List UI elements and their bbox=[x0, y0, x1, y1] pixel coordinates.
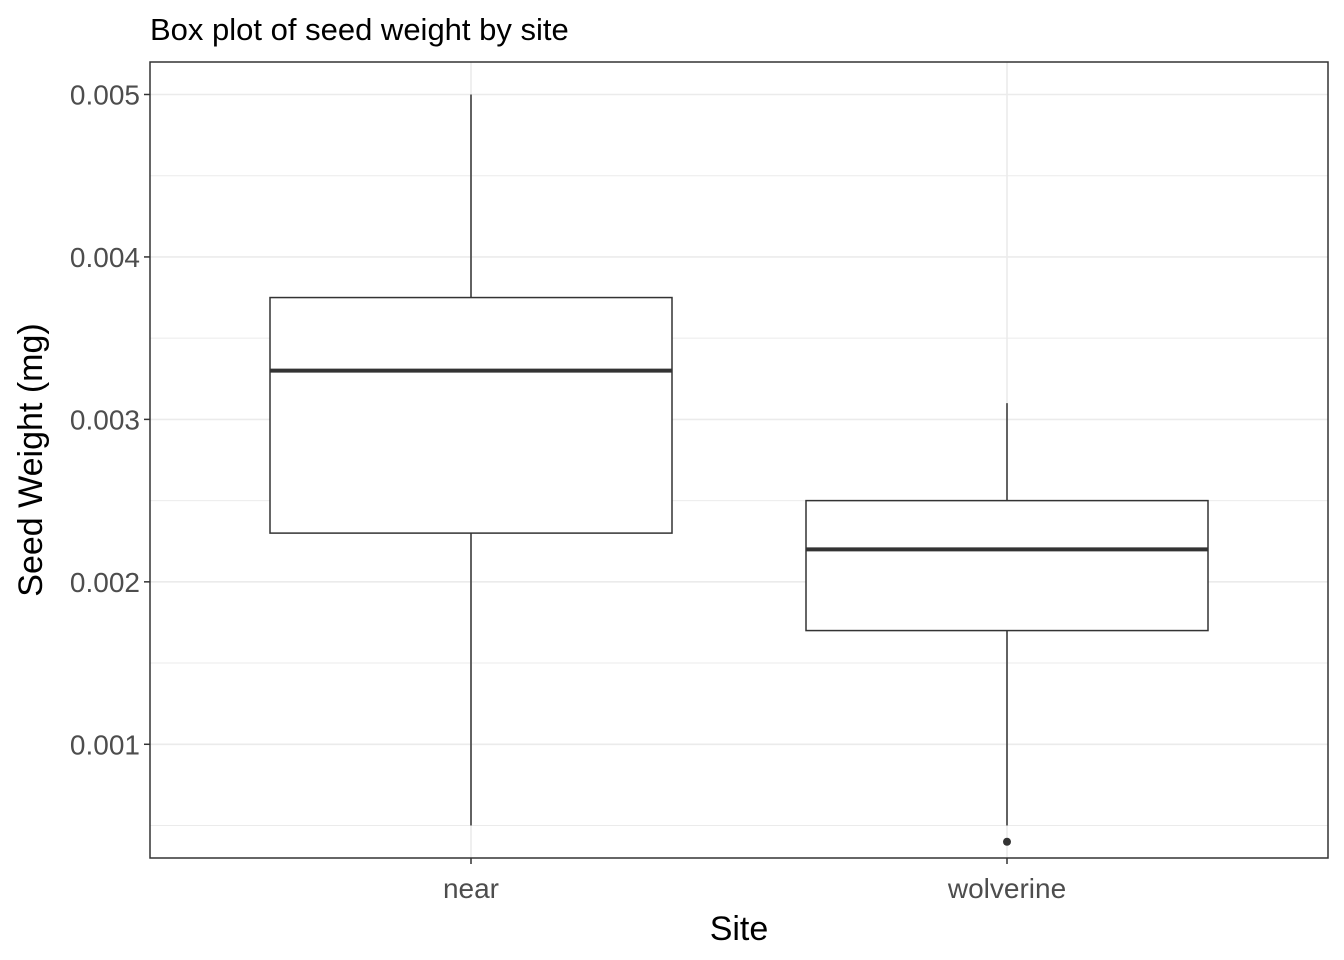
box-iqr bbox=[805, 499, 1209, 632]
panel-border bbox=[149, 61, 1329, 859]
x-axis-title: Site bbox=[710, 910, 769, 948]
box-wolverine bbox=[805, 403, 1209, 846]
box-iqr bbox=[269, 296, 673, 534]
y-axis-title: Seed Weight (mg) bbox=[12, 323, 50, 596]
y-tick-label: 0.001 bbox=[70, 729, 140, 760]
y-tick-label: 0.003 bbox=[70, 404, 140, 435]
x-axis: near wolverine bbox=[443, 858, 1066, 904]
outlier-point bbox=[1003, 837, 1011, 846]
y-tick-label: 0.004 bbox=[70, 242, 140, 273]
y-axis: 0.001 0.002 0.003 0.004 0.005 bbox=[70, 79, 150, 760]
boxes-layer bbox=[269, 94, 1209, 846]
y-tick-label: 0.002 bbox=[70, 567, 140, 598]
y-tick-label: 0.005 bbox=[70, 79, 140, 110]
box-near bbox=[269, 94, 673, 826]
x-tick-label: near bbox=[443, 873, 499, 904]
x-tick-label: wolverine bbox=[947, 873, 1066, 904]
chart-title: Box plot of seed weight by site bbox=[150, 12, 569, 47]
